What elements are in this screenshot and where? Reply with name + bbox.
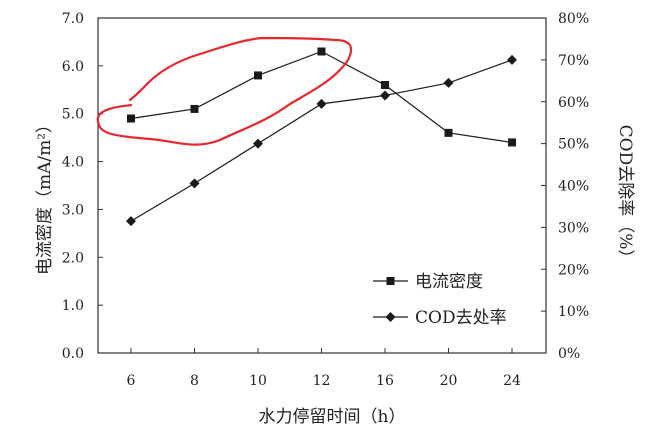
diamond-point xyxy=(253,138,263,149)
legend: 电流密度 COD去处率 xyxy=(373,272,507,328)
left-y-tick-label: 4.0 xyxy=(62,155,84,171)
series-line xyxy=(130,50,513,144)
diamond-point xyxy=(126,216,136,227)
legend-label: COD去处率 xyxy=(415,308,507,328)
x-tick-label: 24 xyxy=(503,373,521,389)
left-y-tick-label: 1.0 xyxy=(62,298,84,314)
right-y-tick-label: 50% xyxy=(558,137,589,153)
annotation-layer xyxy=(96,36,353,146)
right-y-tick-label: 10% xyxy=(558,304,589,320)
red-annotation-loop xyxy=(96,36,353,146)
right-y-tick-label: 0% xyxy=(558,346,580,362)
x-axis-title: 水力停留时间（h） xyxy=(259,407,406,427)
square-point xyxy=(381,81,389,89)
axes: 0.0 1.0 2.0 3.0 4.0 5.0 6.0 7.0 0% 10% 20% 30% 40% 50… xyxy=(35,11,635,427)
right-y-tick-label: 40% xyxy=(558,179,589,195)
square-point xyxy=(508,138,516,147)
left-y-tick-label: 5.0 xyxy=(62,107,84,123)
square-point xyxy=(317,47,326,56)
x-tick-label: 10 xyxy=(249,373,267,389)
diamond-point xyxy=(507,54,517,65)
diamond-point xyxy=(443,77,454,88)
square-point xyxy=(190,104,199,113)
square-point xyxy=(127,114,135,123)
left-y-axis-title: 电流密度（mA/m²） xyxy=(35,116,55,275)
x-tick-label: 8 xyxy=(190,373,199,389)
left-y-tick-label: 7.0 xyxy=(62,11,84,27)
series-layer xyxy=(126,47,517,227)
diamond-point xyxy=(380,90,390,101)
square-point xyxy=(444,128,453,137)
series-current-density xyxy=(127,47,516,147)
x-tick-label: 12 xyxy=(313,373,331,389)
diamond-point xyxy=(316,98,327,109)
left-y-tick-label: 3.0 xyxy=(62,202,84,218)
left-y-tick-label: 2.0 xyxy=(62,250,84,266)
right-y-tick-label: 70% xyxy=(558,53,589,69)
right-y-tick-label: 20% xyxy=(558,262,589,278)
series-cod-removal xyxy=(126,54,517,227)
left-y-tick-label: 0.0 xyxy=(62,346,84,362)
legend-label: 电流密度 xyxy=(415,272,483,292)
right-y-axis-title: COD去除率（%） xyxy=(615,125,635,267)
right-y-tick-label: 30% xyxy=(558,220,589,236)
x-tick-label: 6 xyxy=(127,373,136,389)
x-tick-label: 20 xyxy=(440,373,458,389)
right-y-tick-label: 60% xyxy=(558,95,589,111)
left-y-tick-label: 6.0 xyxy=(62,59,84,75)
square-point xyxy=(254,71,262,80)
legend-square-marker xyxy=(386,277,395,285)
diamond-point xyxy=(189,178,200,189)
x-tick-label: 16 xyxy=(376,373,394,389)
legend-diamond-marker xyxy=(385,312,396,322)
right-y-tick-label: 80% xyxy=(558,11,589,27)
